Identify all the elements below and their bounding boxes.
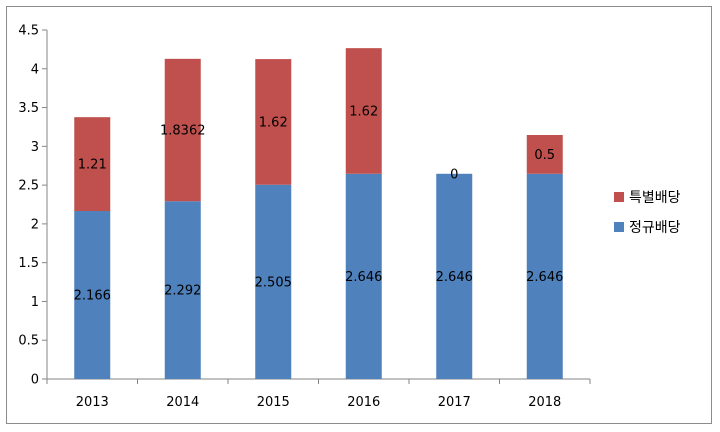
data-label: 2.646 (436, 270, 473, 285)
bar-segment (255, 184, 292, 379)
data-label: 1.62 (349, 104, 378, 119)
data-label: 1.62 (259, 115, 288, 130)
y-tick-label: 4 (31, 62, 39, 77)
bar-segment (164, 201, 201, 379)
x-tick-label: 2016 (347, 395, 380, 410)
bar-segment (74, 211, 111, 379)
x-tick-label: 2013 (76, 395, 109, 410)
y-tick-label: 3.5 (18, 101, 39, 116)
bar-segment (74, 117, 111, 212)
y-tick-label: 1 (31, 295, 39, 310)
x-tick-label: 2014 (166, 395, 199, 410)
y-tick-label: 0.5 (18, 334, 39, 349)
data-label: 2.646 (345, 270, 382, 285)
y-tick-label: 3 (31, 140, 39, 155)
bar-segment (345, 48, 382, 174)
legend-label: 특별배당 (629, 190, 681, 206)
x-tick-label: 2015 (257, 395, 290, 410)
data-label: 2.646 (526, 270, 563, 285)
y-tick-label: 2 (31, 217, 39, 232)
legend-swatch (614, 192, 624, 202)
legend-label: 정규배당 (629, 220, 681, 236)
y-tick-label: 0 (31, 373, 39, 388)
bar-segment (436, 173, 473, 379)
x-tick-label: 2018 (528, 395, 561, 410)
data-label: 2.166 (74, 289, 111, 304)
bar-segment (526, 135, 563, 174)
y-tick-label: 2.5 (18, 179, 39, 194)
data-label: 2.292 (164, 284, 201, 299)
legend-swatch (614, 222, 624, 232)
data-label: 2.505 (255, 275, 292, 290)
data-label: 0 (450, 167, 458, 182)
bar-segment (345, 173, 382, 379)
data-label: 0.5 (534, 148, 555, 163)
y-tick-label: 4.5 (18, 24, 39, 39)
bar-segment (255, 59, 292, 185)
bar-segment (526, 173, 563, 379)
bar-segment (164, 58, 201, 202)
x-tick-label: 2017 (438, 395, 471, 410)
data-label: 1.21 (78, 158, 107, 173)
data-label: 1.8362 (160, 124, 206, 139)
y-tick-label: 1.5 (18, 256, 39, 271)
